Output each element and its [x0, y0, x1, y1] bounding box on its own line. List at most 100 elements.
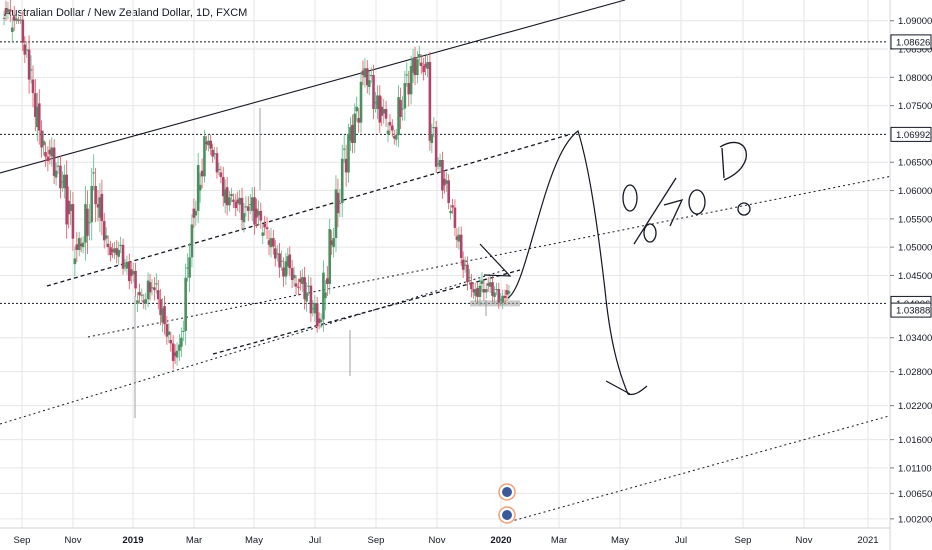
- candle-body: [424, 63, 427, 68]
- candle-body: [263, 223, 267, 228]
- candle-body: [409, 66, 413, 95]
- price-tick-label: 1.02200: [898, 401, 932, 412]
- candle-body: [232, 199, 235, 202]
- candle-body: [438, 159, 442, 167]
- trend-channel-drawings: [0, 0, 932, 524]
- candle-body: [453, 207, 457, 228]
- candle-body: [426, 62, 429, 69]
- candle-body: [59, 165, 62, 189]
- candle-body: [319, 319, 323, 322]
- candle-body: [136, 300, 139, 304]
- candle-body: [153, 287, 156, 291]
- candle-body: [303, 277, 306, 300]
- candle-body: [121, 244, 125, 269]
- candle-body: [340, 158, 344, 203]
- price-tick-label: 1.01600: [898, 435, 932, 446]
- candle-body: [455, 236, 459, 240]
- candle-body: [265, 227, 269, 230]
- candle-body: [486, 283, 490, 286]
- candle-body: [392, 136, 396, 139]
- candle-body: [503, 295, 507, 299]
- candle-body: [407, 82, 411, 95]
- channel-line: [87, 167, 932, 338]
- candle-body: [257, 210, 260, 216]
- candle-body: [127, 261, 131, 282]
- candle-body: [474, 289, 477, 296]
- candle-body: [315, 303, 319, 327]
- candle-body: [180, 337, 183, 347]
- candle-body: [501, 295, 504, 303]
- candle-body: [482, 289, 486, 293]
- grid-layer: [0, 0, 888, 528]
- time-tick-label: Mar: [551, 535, 567, 546]
- candle-body: [69, 204, 72, 211]
- candle-body: [428, 62, 432, 141]
- candle-body: [413, 56, 417, 76]
- candle-body: [411, 59, 415, 73]
- price-tick-label: 1.04500: [898, 271, 932, 282]
- candle-body: [384, 109, 388, 119]
- candle-body: [324, 292, 327, 299]
- time-axis[interactable]: Sep Nov 2019 Mar May Jul Sep Nov 2020 Mar May Jul Se…: [0, 527, 890, 546]
- candle-body: [138, 291, 141, 296]
- candle-body: [434, 127, 438, 167]
- candle-body: [470, 282, 473, 290]
- channel-line: [0, 269, 506, 425]
- candle-body: [238, 197, 241, 205]
- candle-body: [184, 277, 187, 331]
- candle-body: [311, 308, 315, 310]
- candle-body: [445, 180, 448, 184]
- candle-body: [380, 106, 384, 116]
- candle-body: [90, 186, 94, 223]
- candle-body: [441, 159, 444, 191]
- price-level-tag: [890, 126, 932, 142]
- candle-body: [419, 62, 423, 67]
- candle-body: [267, 240, 271, 245]
- candle-body: [300, 277, 304, 284]
- candle-body: [4, 7, 8, 14]
- candle-body: [223, 189, 227, 203]
- candle-body: [44, 152, 47, 157]
- candle-body: [234, 201, 238, 209]
- candle-body: [71, 204, 75, 239]
- letter-d: [719, 141, 747, 181]
- candle-body: [432, 127, 436, 129]
- candle-body: [322, 272, 325, 320]
- candle-body: [96, 204, 100, 208]
- price-tick-label: 1.05000: [898, 243, 932, 254]
- candle-body: [213, 153, 216, 155]
- candle-body: [10, 27, 14, 33]
- candle-body: [104, 235, 108, 239]
- price-level-tag: [890, 302, 932, 318]
- candle-body: [221, 176, 225, 197]
- hand-drawn-annotations: [479, 130, 751, 524]
- candle-body: [117, 249, 121, 257]
- candle-body: [388, 122, 392, 126]
- channel-line: [0, 0, 626, 174]
- candle-body: [240, 197, 244, 220]
- candle-body: [23, 44, 27, 55]
- candle-body: [253, 197, 256, 225]
- time-tick-label: 2020: [490, 535, 511, 546]
- candle-body: [242, 213, 246, 223]
- candle-body: [109, 247, 112, 256]
- candle-body: [480, 280, 484, 284]
- price-axis[interactable]: 1.09000 1.08500 1.08000 1.07500 1.06500 1.060…: [889, 0, 932, 550]
- candle-body: [163, 306, 166, 325]
- candle-body: [386, 130, 390, 134]
- candle-body: [284, 261, 288, 277]
- candle-body: [156, 290, 160, 300]
- candle-body: [171, 343, 175, 361]
- candle-body: [88, 222, 91, 224]
- candle-body: [67, 200, 70, 215]
- candle-body: [150, 287, 154, 289]
- candle-body: [196, 165, 200, 211]
- candle-body: [165, 324, 169, 337]
- event-icon-inner: [502, 510, 512, 520]
- candle-body: [292, 274, 296, 279]
- candle-body: [119, 244, 122, 246]
- price-level-tag: [890, 34, 932, 50]
- candle-body: [169, 339, 173, 344]
- candle-body: [401, 108, 404, 110]
